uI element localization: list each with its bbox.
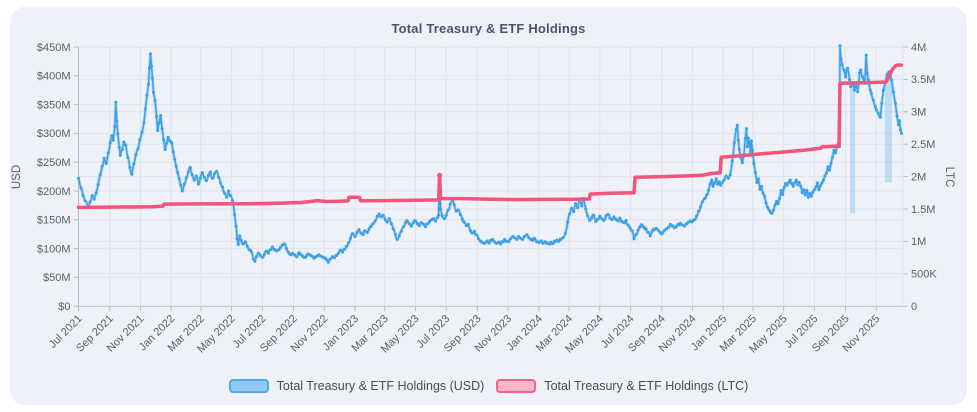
right-axis-tick-label: 4M — [911, 42, 926, 54]
left-axis-tick-label: $100M — [37, 243, 71, 255]
usd-range-band — [850, 83, 856, 214]
right-axis-tick-label: 1.5M — [911, 204, 935, 216]
usd-range-band — [884, 72, 892, 183]
left-axis-tick-label: $250M — [37, 157, 71, 169]
left-axis-tick-label: $450M — [37, 42, 71, 54]
right-axis-tick-label: 500K — [911, 269, 937, 281]
left-axis-tick-label: $400M — [37, 71, 71, 83]
ltc-spike-marker — [437, 172, 443, 178]
chart-title: Total Treasury & ETF Holdings — [391, 21, 586, 36]
left-axis-tick-label: $0 — [58, 301, 70, 313]
left-axis-tick-label: $200M — [37, 186, 71, 198]
ltc-legend-label: Total Treasury & ETF Holdings (LTC) — [544, 379, 749, 393]
right-axis-tick-label: 2.5M — [911, 139, 935, 151]
left-axis-tick-label: $150M — [37, 215, 71, 227]
right-axis-tick-label: 2M — [911, 171, 926, 183]
series — [76, 44, 904, 264]
ltc-legend-swatch — [496, 379, 537, 393]
right-axis-tick-label: 3.5M — [911, 74, 935, 86]
ltc-series-line — [76, 63, 904, 210]
legend-item-ltc[interactable]: Total Treasury & ETF Holdings (LTC) — [496, 379, 748, 393]
axis-lines — [73, 46, 908, 312]
chart-legend: Total Treasury & ETF Holdings (USD) Tota… — [0, 376, 977, 396]
usd-series-markers — [77, 44, 903, 264]
right-axis-tick-label: 3M — [911, 107, 926, 119]
chart-card — [10, 7, 967, 405]
left-axis-tick-label: $350M — [37, 99, 71, 111]
right-axis-tick-label: 1M — [911, 236, 926, 248]
legend-item-usd[interactable]: Total Treasury & ETF Holdings (USD) — [228, 379, 485, 393]
left-axis-tick-label: $50M — [43, 272, 71, 284]
left-axis-tick-label: $300M — [37, 128, 71, 140]
right-axis-tick-label: 0 — [911, 301, 917, 313]
usd-legend-swatch — [228, 379, 269, 393]
usd-legend-label: Total Treasury & ETF Holdings (USD) — [276, 379, 485, 393]
range-bands — [850, 72, 892, 214]
